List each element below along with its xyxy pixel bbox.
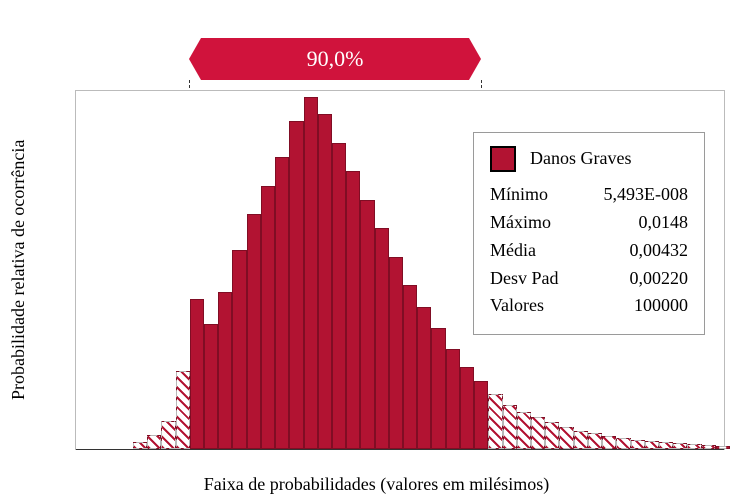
histogram-bar (503, 405, 517, 450)
histogram-bar (631, 440, 645, 449)
histogram-bar (346, 171, 360, 449)
histogram-bar (588, 433, 602, 449)
histogram-bar (431, 328, 445, 449)
histogram-bar (232, 250, 246, 449)
x-baseline (76, 449, 724, 450)
legend-stat-label: Desv Pad (490, 265, 559, 293)
legend-stat-row: Desv Pad 0,00220 (490, 265, 688, 293)
histogram-bar (474, 381, 488, 449)
histogram-bar (161, 421, 175, 449)
band-arrow-right-icon (469, 38, 481, 80)
histogram-bar (275, 157, 289, 449)
chart-root: Probabilidade relativa de ocorrência Fai… (0, 0, 753, 501)
histogram-bar (616, 438, 630, 449)
histogram-bar (133, 442, 147, 449)
legend-box: Danos Graves Mínimo 5,493E-008 Máximo 0,014… (473, 132, 705, 335)
histogram-bar (545, 422, 559, 449)
histogram-bar (218, 292, 232, 449)
legend-stat-row: Média 0,00432 (490, 237, 688, 265)
histogram-bar (574, 431, 588, 450)
legend-stat-value: 0,0148 (639, 209, 689, 237)
histogram-bar (304, 97, 318, 449)
legend-series-name: Danos Graves (530, 145, 631, 173)
legend-stat-value: 0,00432 (630, 237, 689, 265)
histogram-bar (417, 307, 431, 449)
histogram-bar (531, 417, 545, 449)
legend-stat-label: Máximo (490, 209, 551, 237)
legend-header: Danos Graves (490, 145, 688, 173)
histogram-bar (602, 436, 616, 449)
histogram-bar (190, 299, 204, 449)
legend-stat-label: Média (490, 237, 536, 265)
legend-stat-value: 100000 (634, 292, 688, 320)
confidence-band-label: 90,0% (201, 38, 470, 80)
histogram-bar (204, 324, 218, 449)
histogram-bar (332, 143, 346, 449)
histogram-bar (659, 442, 673, 449)
histogram-bar (360, 200, 374, 449)
legend-stats: Mínimo 5,493E-008 Máximo 0,0148 Média 0,00432… (490, 181, 688, 320)
histogram-bar (318, 114, 332, 449)
legend-stat-label: Valores (490, 292, 544, 320)
histogram-bar (375, 228, 389, 449)
histogram-bar (176, 371, 190, 449)
legend-stat-value: 5,493E-008 (604, 181, 689, 209)
legend-stat-row: Máximo 0,0148 (490, 209, 688, 237)
legend-stat-value: 0,00220 (630, 265, 689, 293)
histogram-bar (147, 435, 161, 449)
legend-stat-label: Mínimo (490, 181, 548, 209)
histogram-bar (517, 412, 531, 449)
histogram-bar (247, 214, 261, 449)
histogram-bar (559, 427, 573, 449)
histogram-bar (460, 367, 474, 449)
histogram-bar (261, 186, 275, 449)
histogram-bar (488, 394, 502, 449)
confidence-band: 90,0% (189, 38, 482, 80)
y-axis-label: Probabilidade relativa de ocorrência (8, 140, 29, 400)
histogram-bar (389, 257, 403, 449)
histogram-bar (403, 285, 417, 449)
legend-swatch-icon (490, 146, 516, 172)
legend-stat-row: Valores 100000 (490, 292, 688, 320)
band-arrow-left-icon (189, 38, 201, 80)
x-axis-label: Faixa de probabilidades (valores em milé… (0, 474, 753, 495)
legend-stat-row: Mínimo 5,493E-008 (490, 181, 688, 209)
histogram-bar (446, 349, 460, 449)
histogram-bar (289, 121, 303, 449)
histogram-bar (645, 441, 659, 449)
